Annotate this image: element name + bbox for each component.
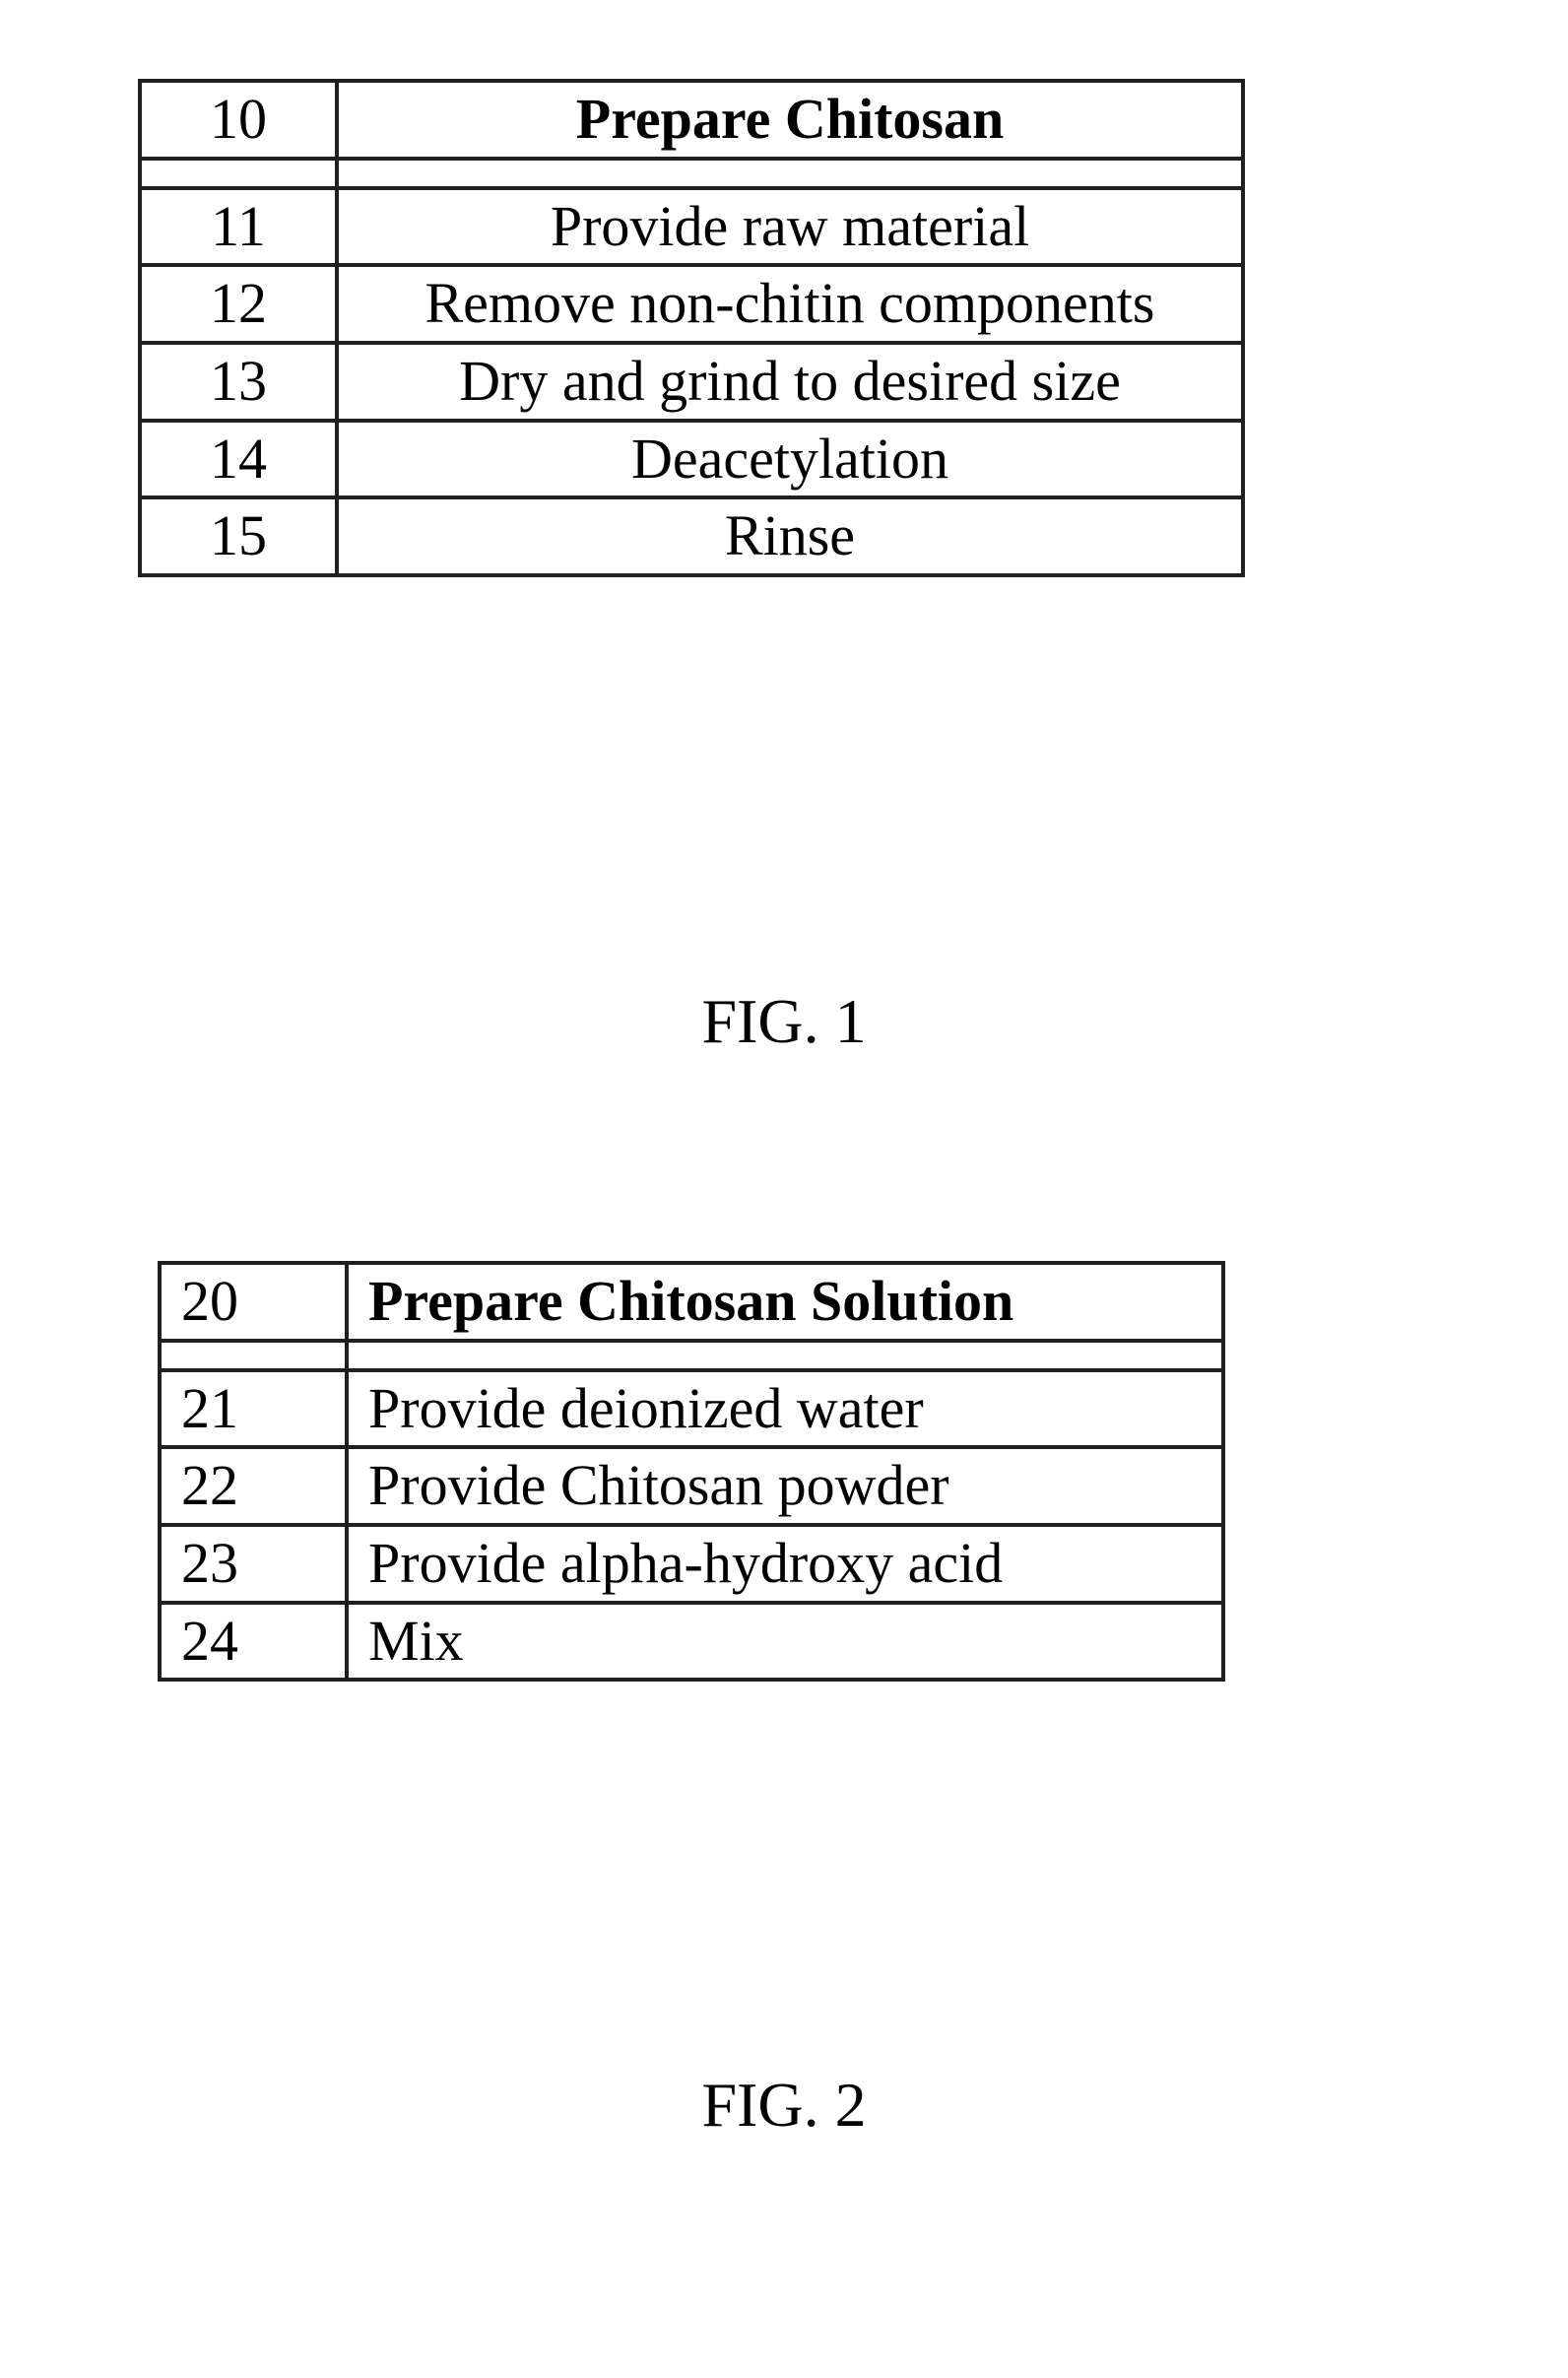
table-row: 13 Dry and grind to desired size bbox=[140, 343, 1243, 421]
table-row: 14 Deacetylation bbox=[140, 421, 1243, 498]
fig1-row-text: Rinse bbox=[337, 497, 1243, 575]
fig2-row-num: 23 bbox=[160, 1525, 347, 1603]
table-row: 24 Mix bbox=[160, 1603, 1223, 1681]
table-row: 21 Provide deionized water bbox=[160, 1370, 1223, 1448]
fig2-row-num: 21 bbox=[160, 1370, 347, 1448]
table-spacer bbox=[160, 1341, 1223, 1370]
fig1-table: 10 Prepare Chitosan 11 Provide raw mater… bbox=[138, 79, 1245, 577]
fig1-row-num: 12 bbox=[140, 265, 337, 343]
table-spacer bbox=[140, 159, 1243, 188]
fig1-row-text: Deacetylation bbox=[337, 421, 1243, 498]
table-row: 11 Provide raw material bbox=[140, 188, 1243, 266]
fig2-row-num: 24 bbox=[160, 1603, 347, 1681]
fig2-header-text: Prepare Chitosan Solution bbox=[347, 1263, 1223, 1341]
table-row: 10 Prepare Chitosan bbox=[140, 81, 1243, 159]
fig1-header-num: 10 bbox=[140, 81, 337, 159]
fig1-row-num: 13 bbox=[140, 343, 337, 421]
fig2-row-text: Provide deionized water bbox=[347, 1370, 1223, 1448]
fig2-table: 20 Prepare Chitosan Solution 21 Provide … bbox=[158, 1261, 1225, 1682]
fig1-header-text: Prepare Chitosan bbox=[337, 81, 1243, 159]
table-row: 20 Prepare Chitosan Solution bbox=[160, 1263, 1223, 1341]
table-row: 12 Remove non-chitin components bbox=[140, 265, 1243, 343]
fig2-row-text: Provide alpha-hydroxy acid bbox=[347, 1525, 1223, 1603]
table-row: 15 Rinse bbox=[140, 497, 1243, 575]
fig2-row-num: 22 bbox=[160, 1447, 347, 1525]
fig1-row-text: Remove non-chitin components bbox=[337, 265, 1243, 343]
fig1-row-text: Provide raw material bbox=[337, 188, 1243, 266]
fig1-caption: FIG. 1 bbox=[0, 985, 1568, 1058]
fig1-row-num: 14 bbox=[140, 421, 337, 498]
fig1-row-num: 11 bbox=[140, 188, 337, 266]
fig2-caption: FIG. 2 bbox=[0, 2069, 1568, 2142]
table-row: 23 Provide alpha-hydroxy acid bbox=[160, 1525, 1223, 1603]
fig2-row-text: Provide Chitosan powder bbox=[347, 1447, 1223, 1525]
fig1-row-num: 15 bbox=[140, 497, 337, 575]
page: 10 Prepare Chitosan 11 Provide raw mater… bbox=[0, 0, 1568, 2378]
table-row: 22 Provide Chitosan powder bbox=[160, 1447, 1223, 1525]
fig1-row-text: Dry and grind to desired size bbox=[337, 343, 1243, 421]
fig2-header-num: 20 bbox=[160, 1263, 347, 1341]
fig2-row-text: Mix bbox=[347, 1603, 1223, 1681]
